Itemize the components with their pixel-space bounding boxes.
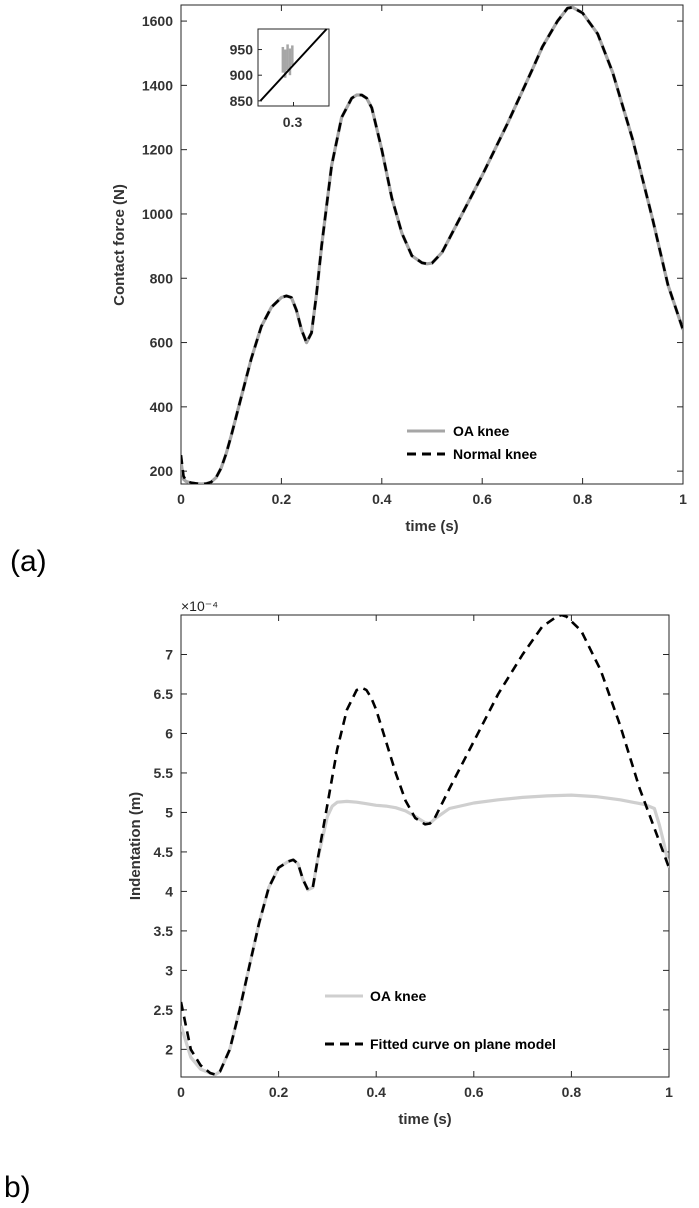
axis-multiplier: ×10⁻⁴ <box>181 598 218 614</box>
y-tick-label: 5.5 <box>154 765 174 781</box>
x-tick-label: 1 <box>679 491 687 507</box>
x-tick-label: 1 <box>665 1084 673 1100</box>
chart-panel-b: 2 2.5 3 3.5 4 4.5 5 5.5 6 6.5 7 0 0.2 0.4 0.6 0.8 1 ×10… <box>4 598 673 1204</box>
y-tick-label: 400 <box>150 399 174 415</box>
series-lines <box>181 5 683 484</box>
inset-normal-line <box>259 28 328 102</box>
panel-label-b: b) <box>4 1171 31 1204</box>
x-axis-label: time (s) <box>405 518 458 535</box>
legend: OA knee Normal knee <box>407 423 537 462</box>
y-tick-label: 3 <box>165 962 173 978</box>
plot-frame <box>180 614 670 1078</box>
x-tick-label: 0.4 <box>372 491 392 507</box>
inset-frame <box>257 28 330 107</box>
legend: OA knee Fitted curve on plane model <box>325 988 556 1052</box>
x-tick-label: 0.2 <box>269 1084 289 1100</box>
legend-label-normal-knee: Normal knee <box>453 446 537 462</box>
y-tick-label: 7 <box>165 646 173 662</box>
y-tick-label: 6 <box>165 725 173 741</box>
x-axis-ticks: 0 0.2 0.4 0.6 0.8 1 <box>177 615 673 1100</box>
inset-plot: 850 900 950 0.3 <box>230 28 330 130</box>
y-tick-label: 200 <box>150 463 174 479</box>
inset-y-tick-label: 950 <box>230 42 254 58</box>
legend-label-fitted-curve: Fitted curve on plane model <box>370 1036 556 1052</box>
y-tick-label: 800 <box>150 270 174 286</box>
y-tick-label: 1400 <box>142 77 173 93</box>
x-tick-label: 0 <box>177 491 185 507</box>
series-line-oa-knee <box>181 793 669 1077</box>
y-axis-ticks: 200 400 600 800 1000 1200 1400 1600 <box>142 13 683 479</box>
x-axis-ticks: 0 0.2 0.4 0.6 0.8 1 <box>177 5 687 507</box>
y-tick-label: 1200 <box>142 142 173 158</box>
y-tick-label: 5 <box>165 804 173 820</box>
legend-label-oa-knee: OA knee <box>370 988 426 1004</box>
y-tick-label: 600 <box>150 335 174 351</box>
x-tick-label: 0.8 <box>573 491 593 507</box>
x-tick-label: 0.8 <box>562 1084 582 1100</box>
x-tick-label: 0.2 <box>272 491 292 507</box>
y-axis-label: Indentation (m) <box>127 792 144 900</box>
x-tick-label: 0.4 <box>366 1084 386 1100</box>
y-tick-label: 4.5 <box>154 844 174 860</box>
panel-label-a: (a) <box>10 545 47 578</box>
x-axis-label: time (s) <box>398 1111 451 1128</box>
x-tick-label: 0.6 <box>464 1084 484 1100</box>
inset-lines <box>259 28 328 102</box>
y-tick-label: 4 <box>165 883 173 899</box>
inset-y-tick-label: 850 <box>230 93 254 109</box>
y-tick-label: 2.5 <box>154 1002 174 1018</box>
y-tick-label: 1000 <box>142 206 173 222</box>
y-tick-label: 2 <box>165 1041 173 1057</box>
series-line-normal-knee <box>181 6 683 484</box>
y-axis-label: Contact force (N) <box>111 184 128 306</box>
inset-x-tick-label: 0.3 <box>283 114 303 130</box>
series-lines <box>181 615 669 1077</box>
y-tick-label: 1600 <box>142 13 173 29</box>
series-line-fitted-curve-on-plane-model <box>181 615 669 1076</box>
inset-ticks: 850 900 950 0.3 <box>230 42 303 130</box>
inset-y-tick-label: 900 <box>230 67 254 83</box>
legend-label-oa-knee: OA knee <box>453 423 509 439</box>
y-axis-ticks: 2 2.5 3 3.5 4 4.5 5 5.5 6 6.5 7 <box>154 646 669 1057</box>
x-tick-label: 0.6 <box>472 491 492 507</box>
x-tick-label: 0 <box>177 1084 185 1100</box>
plot-frame <box>180 4 684 485</box>
y-tick-label: 3.5 <box>154 923 174 939</box>
y-tick-label: 6.5 <box>154 686 174 702</box>
